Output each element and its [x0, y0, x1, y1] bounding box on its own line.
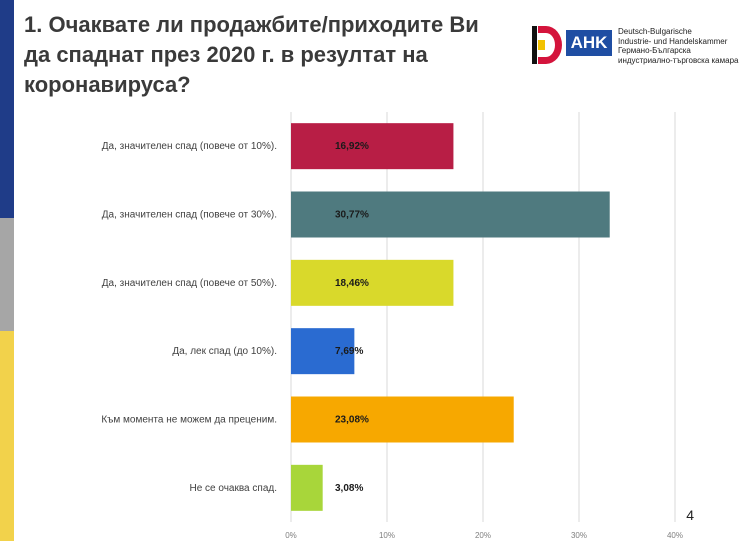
data-label: 23,08% — [335, 415, 369, 426]
data-label: 30,77% — [335, 210, 369, 221]
page-title: 1. Очаквате ли продажбите/приходите Ви д… — [24, 12, 479, 97]
ahk-badge: AHK — [566, 30, 612, 56]
accent-bar-blue — [0, 0, 14, 218]
bar — [291, 328, 355, 375]
x-tick-label: 0% — [285, 531, 297, 540]
ahk-logo-text: Deutsch-Bulgarische Industrie- und Hande… — [618, 27, 738, 65]
category-label: Да, лек спад (до 10%). — [172, 346, 277, 357]
bar — [291, 464, 323, 511]
category-label: Да, значителен спад (повече от 50%). — [102, 278, 277, 289]
bar — [291, 259, 454, 306]
data-label: 18,46% — [335, 278, 369, 289]
logo-line-4: индустриално-търговска камара — [618, 55, 739, 65]
bar — [291, 396, 514, 443]
x-tick-label: 40% — [667, 531, 683, 540]
x-tick-label: 20% — [475, 531, 491, 540]
category-label: Да, значителен спад (повече от 10%). — [102, 141, 277, 152]
data-label: 3,08% — [335, 483, 363, 494]
accent-bar-yellow — [0, 331, 14, 541]
accent-bar-gray — [0, 218, 14, 331]
category-label: Не се очаква спад. — [189, 483, 277, 494]
bar-chart: 0% 10% 20% 30% 40% Да, значителен спад (повеч… — [101, 112, 683, 540]
x-tick-label: 30% — [571, 531, 587, 540]
logo-line-3: Германо-Българска — [618, 46, 691, 55]
ahk-logo: AHK Deutsch-Bulgarische Industrie- und H… — [530, 22, 738, 70]
ahk-logo-mark-icon — [532, 26, 562, 64]
page-number: 4 — [686, 507, 694, 523]
bar — [291, 123, 454, 170]
data-label: 7,69% — [335, 346, 363, 357]
logo-line-1: Deutsch-Bulgarische — [618, 27, 692, 36]
x-tick-label: 10% — [379, 531, 395, 540]
category-label: Към момента не можем да преценим. — [101, 415, 277, 426]
data-label: 16,92% — [335, 141, 369, 152]
logo-line-2: Industrie- und Handelskammer — [618, 36, 728, 46]
category-label: Да, значителен спад (повече от 30%). — [102, 210, 277, 221]
bar — [291, 191, 610, 238]
